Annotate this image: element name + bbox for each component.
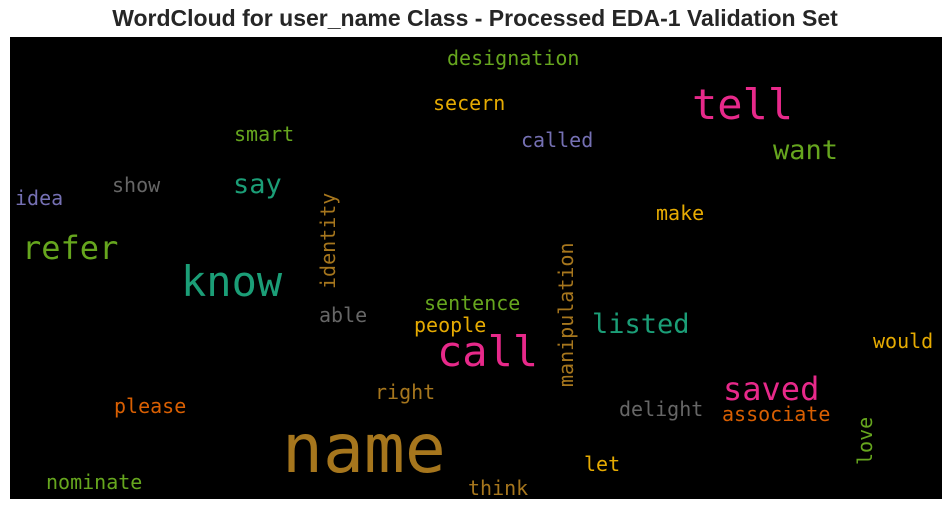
word-nominate: nominate [46, 470, 143, 494]
word-call: call [437, 327, 539, 376]
word-would: would [873, 329, 934, 353]
word-designation: designation [447, 46, 580, 70]
wordcloud-canvas: name tell call know refer saved listed w… [10, 37, 942, 499]
word-show: show [112, 173, 161, 197]
word-people: people [414, 313, 487, 337]
word-associate: associate [722, 402, 831, 426]
word-know: know [181, 257, 283, 306]
word-please: please [114, 394, 187, 418]
word-smart: smart [234, 122, 295, 146]
word-tell: tell [692, 80, 794, 129]
word-secern: secern [433, 91, 506, 115]
word-right: right [375, 380, 436, 404]
word-make: make [656, 201, 705, 225]
word-say: say [233, 169, 282, 200]
word-saved: saved [723, 370, 820, 408]
word-love: love [853, 416, 877, 465]
word-want: want [773, 135, 839, 166]
word-delight: delight [619, 397, 704, 421]
word-refer: refer [22, 229, 119, 267]
word-manipulation: manipulation [554, 242, 578, 388]
word-able: able [319, 303, 368, 327]
word-idea: idea [15, 186, 64, 210]
word-think: think [468, 476, 529, 499]
word-name: name [282, 410, 446, 489]
word-sentence: sentence [424, 291, 521, 315]
word-identity: identity [316, 192, 340, 289]
word-called: called [521, 128, 594, 152]
word-let: let [584, 452, 621, 476]
chart-title: WordCloud for user_name Class - Processe… [112, 5, 838, 31]
word-listed: listed [592, 309, 690, 340]
